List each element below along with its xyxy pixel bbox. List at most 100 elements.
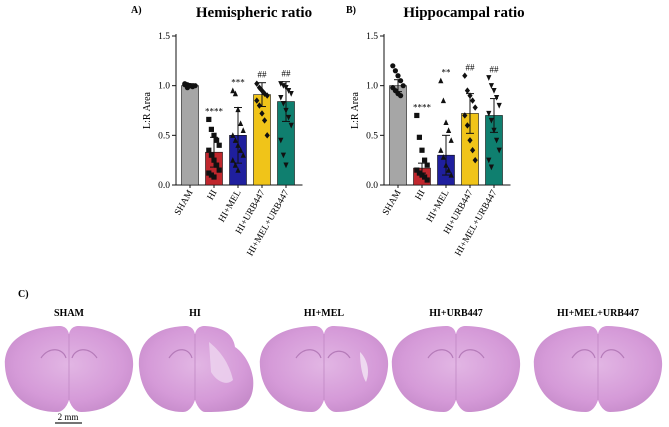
data-point: [262, 90, 268, 97]
data-point: [208, 152, 214, 158]
data-point: [448, 137, 454, 143]
data-point: [400, 83, 406, 89]
data-point: [288, 91, 294, 97]
data-point: [211, 174, 217, 180]
data-point: [472, 104, 478, 111]
data-point: [206, 147, 212, 153]
data-point: [446, 127, 452, 133]
data-point: [424, 162, 430, 168]
brain-section-hi: [138, 326, 254, 412]
data-point: [448, 171, 454, 178]
data-point: [216, 142, 222, 148]
significance-label: ##: [466, 63, 476, 73]
data-point: [280, 152, 286, 159]
category-label: SHAM: [381, 188, 404, 217]
data-point: [278, 137, 284, 144]
data-point: [414, 167, 420, 173]
data-point: [216, 167, 222, 173]
data-point: [254, 80, 260, 87]
data-point: [232, 90, 238, 97]
brain-label-hi-urb447: HI+URB447: [429, 308, 482, 319]
data-point: [464, 122, 470, 129]
data-point: [259, 110, 265, 117]
data-point: [280, 100, 286, 107]
data-point: [232, 137, 238, 143]
data-point: [414, 112, 420, 119]
significance-label: ***: [231, 78, 245, 88]
y-tick-label: 1.5: [366, 32, 378, 42]
chart-title: Hemispheric ratio: [196, 5, 312, 21]
data-point: [240, 152, 246, 158]
data-point: [472, 156, 478, 164]
bar-sham: [389, 85, 407, 186]
data-point: [238, 120, 244, 127]
brain-labels: SHAM HI HI+MEL HI+URB447 HI+MEL+URB447: [54, 308, 639, 319]
data-point: [288, 122, 294, 129]
data-point: [440, 154, 446, 160]
y-tick-label: 0.0: [158, 181, 170, 191]
brain-section-hi-mel: [259, 326, 389, 412]
brain-label-sham: SHAM: [54, 308, 85, 319]
data-point: [264, 132, 270, 139]
brain-label-hi: HI: [189, 308, 201, 319]
data-point: [398, 93, 404, 99]
data-point: [264, 92, 270, 99]
data-point: [208, 126, 214, 132]
y-tick-label: 0.5: [366, 131, 378, 141]
data-point: [424, 177, 430, 183]
data-point: [286, 88, 292, 94]
data-point: [230, 87, 236, 94]
data-point: [214, 162, 220, 168]
category-label: HI: [206, 189, 220, 203]
brain-section-hi-mel-urb447: [533, 326, 663, 412]
data-point: [256, 102, 262, 109]
data-point: [286, 114, 292, 121]
panel-letter-a: A): [131, 5, 142, 16]
y-tick-label: 1.5: [158, 32, 170, 42]
chart-title: Hippocampal ratio: [403, 5, 524, 21]
data-point: [422, 174, 428, 180]
data-point: [446, 167, 452, 173]
data-point: [192, 83, 198, 89]
data-point: [398, 78, 404, 84]
category-label: HI: [414, 189, 428, 203]
data-point: [467, 137, 473, 144]
data-point: [494, 94, 500, 101]
data-point: [462, 112, 468, 119]
data-point: [230, 132, 236, 138]
chart-hippocampal: Hippocampal ratio L:R Area 0.0 0.5 1.0 1.5 SHA…: [350, 5, 525, 258]
data-point: [464, 87, 470, 94]
brain-label-hi-mel: HI+MEL: [304, 308, 344, 319]
y-tick-label: 1.0: [366, 82, 378, 92]
data-point: [206, 170, 212, 176]
significance-label: ##: [258, 70, 268, 80]
y-axis-label: L:R Area: [350, 91, 361, 128]
brain-section-hi-urb447: [391, 326, 521, 412]
data-point: [494, 137, 500, 144]
significance-label: ##: [490, 65, 500, 75]
data-point: [240, 127, 246, 133]
panel-letter-b: B): [346, 5, 356, 16]
data-point: [488, 83, 494, 89]
data-point: [235, 167, 241, 173]
data-point: [486, 157, 492, 164]
data-point: [438, 77, 444, 84]
y-tick-label: 0.5: [158, 131, 170, 141]
data-point: [496, 102, 502, 109]
bar-hi-urb447: [253, 94, 271, 186]
data-point: [206, 116, 212, 123]
data-point: [256, 84, 262, 91]
data-point: [470, 147, 476, 154]
data-point: [230, 157, 236, 163]
data-point: [422, 157, 428, 163]
significance-label: ##: [282, 69, 292, 79]
data-point: [214, 137, 220, 143]
category-label: SHAM: [173, 188, 196, 217]
data-point: [440, 97, 446, 104]
data-point: [392, 68, 398, 74]
panel-letter-c: C): [18, 289, 29, 300]
chart-hemispheric: Hemispheric ratio L:R Area 0.0 0.5 1.0 1.5 SHA…: [142, 5, 312, 258]
y-tick-label: 0.0: [366, 181, 378, 191]
data-point: [238, 147, 244, 153]
data-point: [254, 97, 260, 104]
